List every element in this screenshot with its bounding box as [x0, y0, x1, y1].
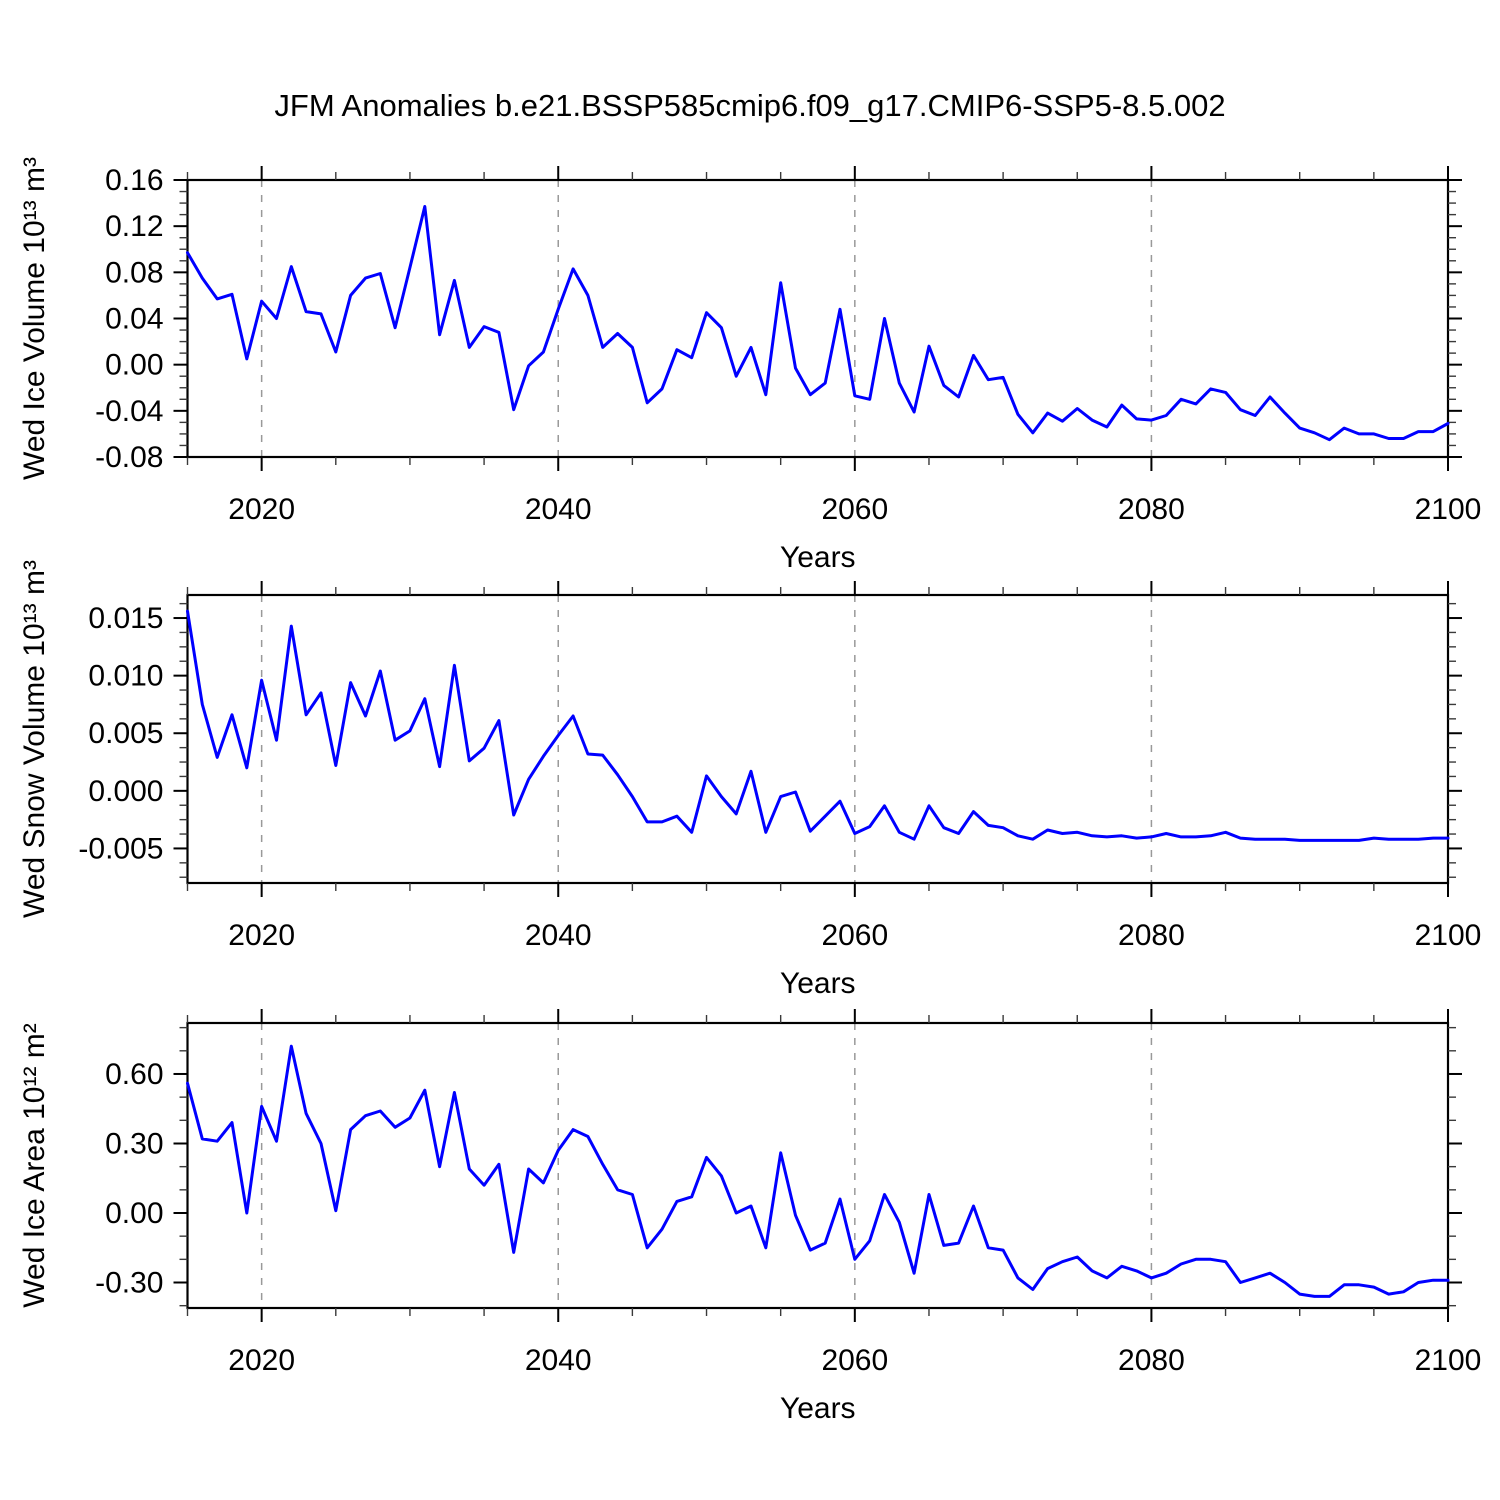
x-tick-label: 2080 — [1118, 493, 1185, 526]
y-tick-label: 0.010 — [88, 660, 163, 693]
y-tick-label: 0.00 — [105, 349, 163, 382]
x-tick-label: 2020 — [228, 493, 295, 526]
y-tick-label: 0.005 — [88, 717, 163, 750]
y-tick-label: 0.08 — [105, 256, 163, 289]
plot-frame — [186, 593, 1450, 885]
x-tick-label: 2100 — [1415, 919, 1482, 952]
figure-title: JFM Anomalies b.e21.BSSP585cmip6.f09_g17… — [274, 88, 1225, 123]
x-tick-label: 2080 — [1118, 1344, 1185, 1377]
y-axis-title: Wed Ice Area 10¹² m² — [18, 1023, 51, 1308]
y-tick-label: 0.60 — [105, 1058, 163, 1091]
x-tick-label: 2060 — [821, 493, 888, 526]
x-tick-label: 2040 — [525, 1344, 592, 1377]
plot-frame — [186, 178, 1450, 459]
y-tick-label: 0.30 — [105, 1127, 163, 1160]
y-tick-label: -0.30 — [95, 1267, 163, 1300]
y-tick-label: 0.12 — [105, 210, 163, 243]
panels-container: 2020 2040 2060 2080 2100 Years 0.16 0.12 0.08 0.0… — [18, 157, 1481, 1425]
x-tick-label: 2040 — [525, 493, 592, 526]
x-tick-label: 2020 — [228, 919, 295, 952]
x-tick-label: 2020 — [228, 1344, 295, 1377]
panel-2: 2020 2040 2060 2080 2100 Years 0.015 0.010 0.005… — [18, 560, 1481, 1000]
panel-1: 2020 2040 2060 2080 2100 Years 0.16 0.12 0.08 0.0… — [18, 157, 1481, 574]
y-tick-label: -0.04 — [95, 395, 163, 428]
x-axis-title: Years — [780, 1392, 856, 1425]
x-axis-title: Years — [780, 967, 856, 1000]
y-tick-label: 0.000 — [88, 775, 163, 808]
plot-frame — [186, 1021, 1450, 1310]
series-line — [186, 609, 1450, 842]
y-axis-title: Wed Ice Volume 10¹³ m³ — [18, 157, 51, 480]
y-tick-label: 0.16 — [105, 164, 163, 197]
series-line — [186, 205, 1450, 442]
y-tick-label: 0.015 — [88, 602, 163, 635]
y-axis-title: Wed Snow Volume 10¹³ m³ — [18, 560, 51, 918]
x-tick-label: 2100 — [1415, 493, 1482, 526]
x-tick-label: 2060 — [821, 919, 888, 952]
x-tick-label: 2100 — [1415, 1344, 1482, 1377]
x-tick-label: 2060 — [821, 1344, 888, 1377]
y-tick-label: -0.005 — [78, 832, 163, 865]
series-line — [186, 1044, 1450, 1298]
y-tick-label: -0.08 — [95, 441, 163, 474]
y-tick-label: 0.04 — [105, 303, 163, 336]
panel-3: 2020 2040 2060 2080 2100 Years 0.60 0.30 0.00 -0.… — [18, 1009, 1481, 1425]
x-axis-title: Years — [780, 541, 856, 574]
x-tick-label: 2040 — [525, 919, 592, 952]
x-tick-label: 2080 — [1118, 919, 1185, 952]
y-tick-label: 0.00 — [105, 1197, 163, 1230]
